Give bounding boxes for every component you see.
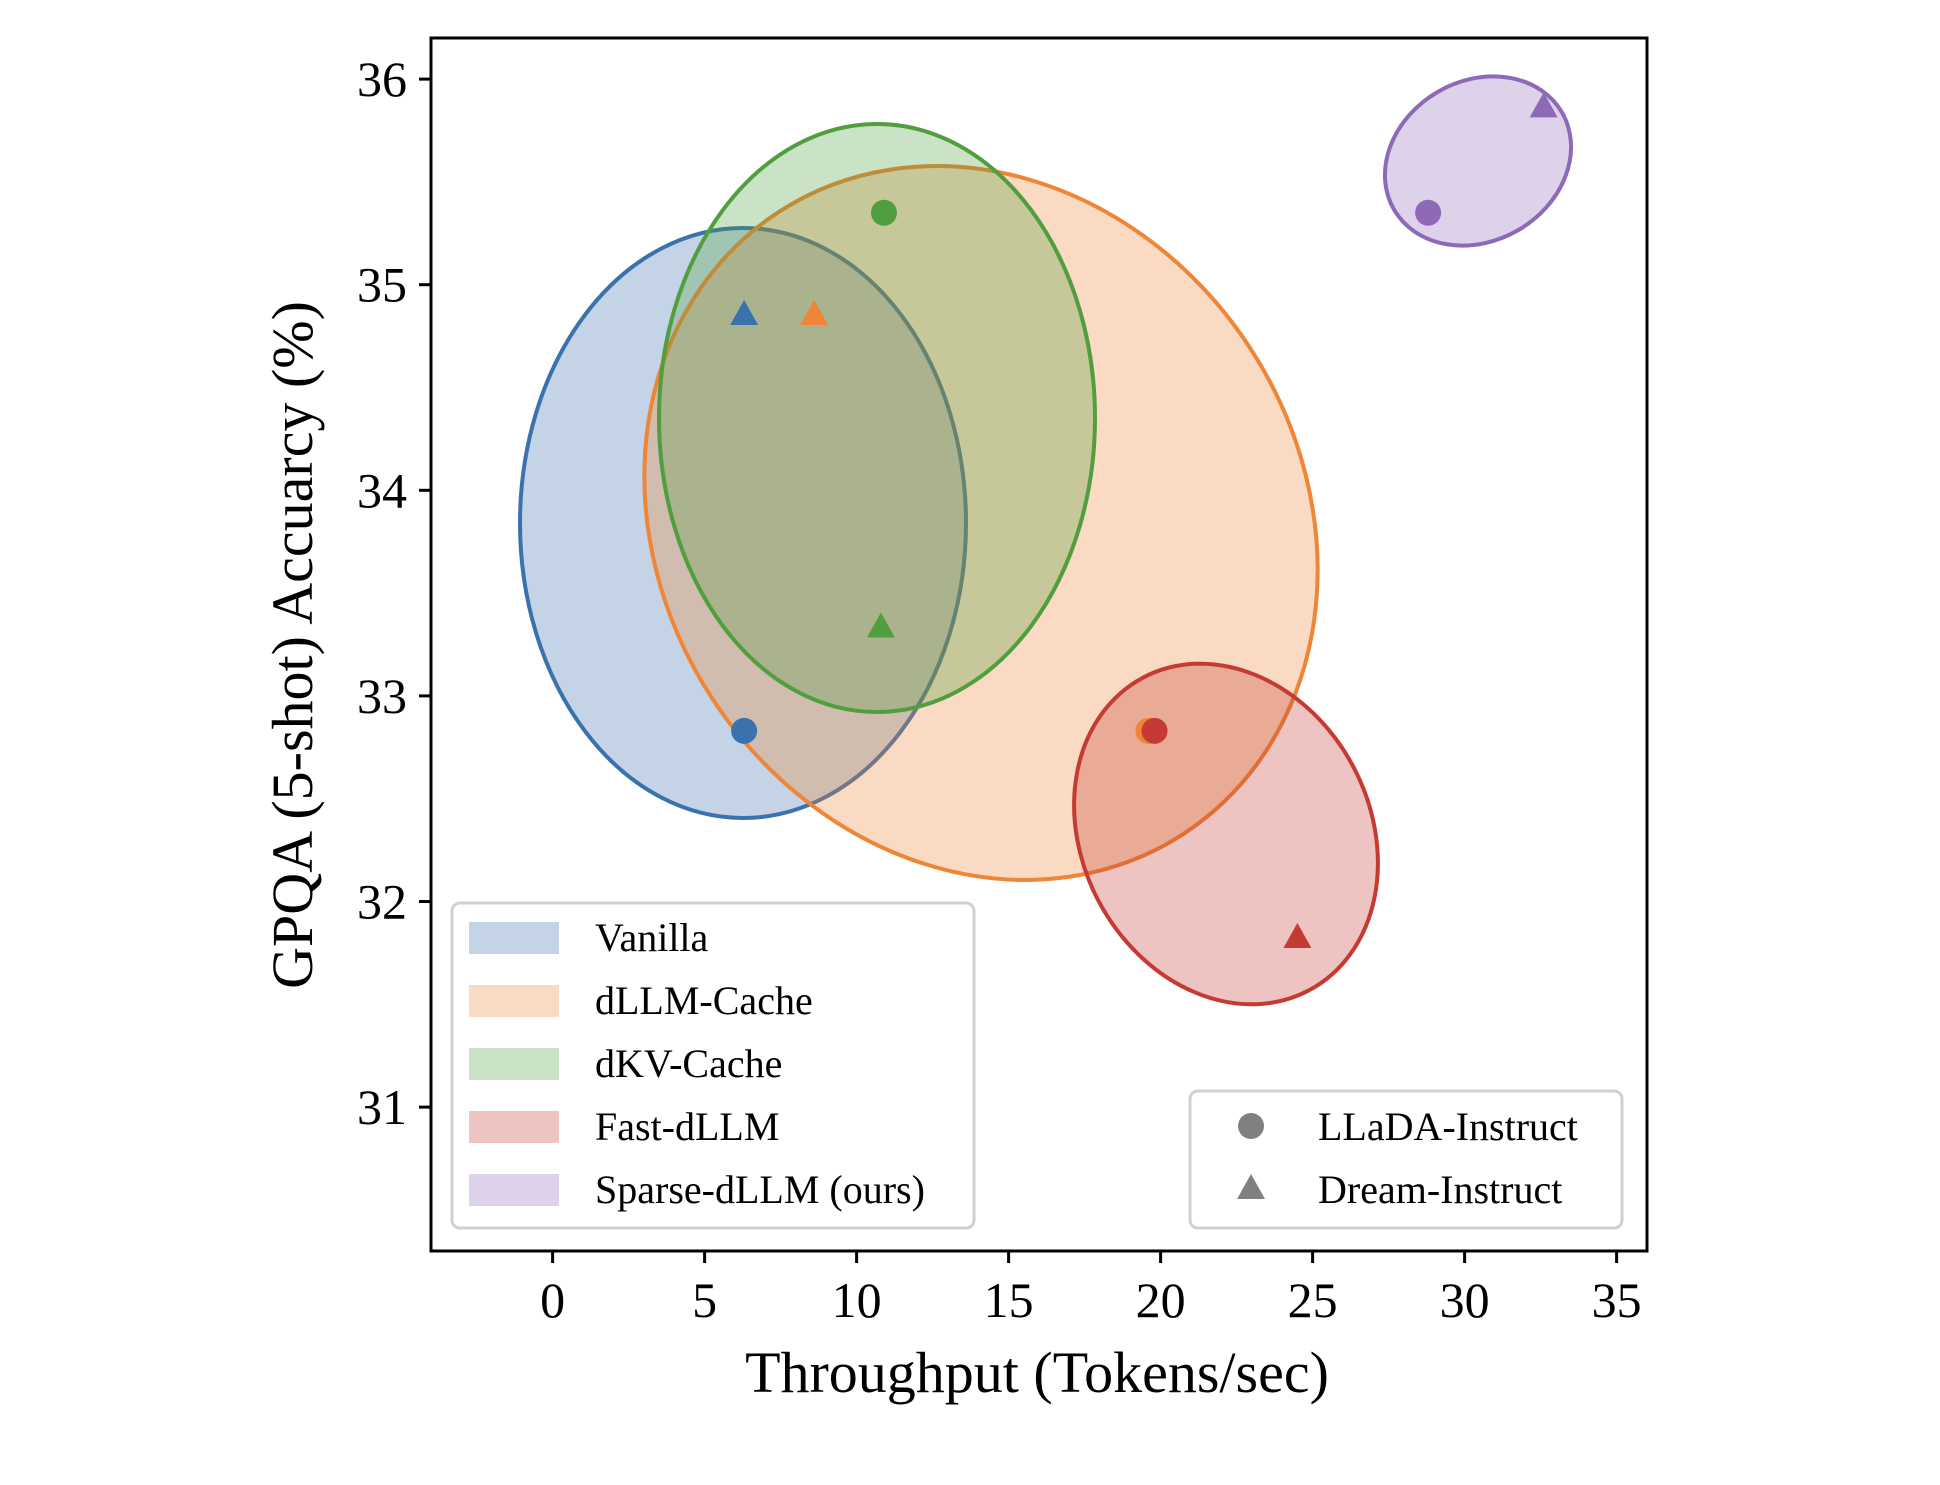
marker-legend: LLaDA-Instruct Dream-Instruct <box>1188 1089 1624 1230</box>
sparse-dllm-ours-region <box>1382 74 1574 248</box>
y-tick-label: 36 <box>357 51 407 107</box>
x-tick-label: 25 <box>1288 1272 1338 1328</box>
dllm-cache-region <box>642 164 1320 882</box>
dkv-cache-legend-label: dKV-Cache <box>595 1041 782 1086</box>
vanilla-legend-swatch <box>469 922 559 954</box>
y-tick-label: 33 <box>357 668 407 724</box>
x-tick-label: 35 <box>1592 1272 1642 1328</box>
fast-dllm-legend-label: Fast-dLLM <box>595 1104 779 1149</box>
plot-frame <box>429 36 1649 1253</box>
dllm-cache-dream-instruct-point <box>800 300 829 326</box>
dream-instruct-legend-marker <box>1237 1174 1265 1199</box>
fast-dllm-llada-instruct-point <box>1141 717 1168 744</box>
x-tick-label: 30 <box>1440 1272 1490 1328</box>
dllm-cache-legend-label: dLLM-Cache <box>595 978 813 1023</box>
x-tick-label: 10 <box>832 1272 882 1328</box>
y-axis-label: GPQA (5-shot) Accuarcy (%) <box>260 301 325 989</box>
x-tick-label: 20 <box>1136 1272 1186 1328</box>
sparse-dllm-ours-llada-instruct-point <box>1415 199 1442 226</box>
y-axis-ticks: 31 32 33 34 35 36 <box>357 51 431 1135</box>
series-legend: Vanilla dLLM-Cache dKV-Cache Fast-dLLM Spars… <box>450 901 976 1230</box>
vanilla-region <box>518 226 968 820</box>
vanilla-dream-instruct-point <box>730 300 759 326</box>
series-legend-box <box>450 901 976 1230</box>
y-tick-label: 31 <box>357 1079 407 1135</box>
vanilla-legend-label: Vanilla <box>595 915 709 960</box>
y-tick-label: 32 <box>357 873 407 929</box>
marker-legend-box <box>1188 1089 1624 1230</box>
confidence-ellipses <box>518 74 1574 1007</box>
dllm-cache-legend-swatch <box>469 985 559 1017</box>
fast-dllm-legend-swatch <box>469 1111 559 1143</box>
sparse-dllm-ours-legend-swatch <box>469 1174 559 1206</box>
dkv-cache-legend-swatch <box>469 1048 559 1080</box>
fast-dllm-dream-instruct-point <box>1283 922 1312 948</box>
y-tick-label: 35 <box>357 257 407 313</box>
dkv-cache-llada-instruct-point <box>870 199 897 226</box>
data-points <box>730 92 1558 948</box>
llada-instruct-legend-label: LLaDA-Instruct <box>1318 1104 1578 1149</box>
sparse-dllm-ours-legend-label: Sparse-dLLM (ours) <box>595 1167 925 1212</box>
dkv-cache-dream-instruct-point <box>866 612 895 638</box>
x-axis-label: Throughput (Tokens/sec) <box>745 1340 1329 1405</box>
x-tick-label: 15 <box>984 1272 1034 1328</box>
x-tick-label: 0 <box>540 1272 565 1328</box>
fast-dllm-region <box>1072 661 1380 1007</box>
dream-instruct-legend-label: Dream-Instruct <box>1318 1167 1562 1212</box>
y-tick-label: 34 <box>357 462 407 518</box>
vanilla-llada-instruct-point <box>731 717 758 744</box>
x-axis-ticks: 0 5 10 15 20 25 30 35 <box>540 1251 1642 1328</box>
sparse-dllm-ours-dream-instruct-point <box>1529 92 1558 118</box>
dkv-cache-region <box>657 122 1097 714</box>
llada-instruct-legend-marker <box>1238 1113 1264 1139</box>
x-tick-label: 5 <box>692 1272 717 1328</box>
